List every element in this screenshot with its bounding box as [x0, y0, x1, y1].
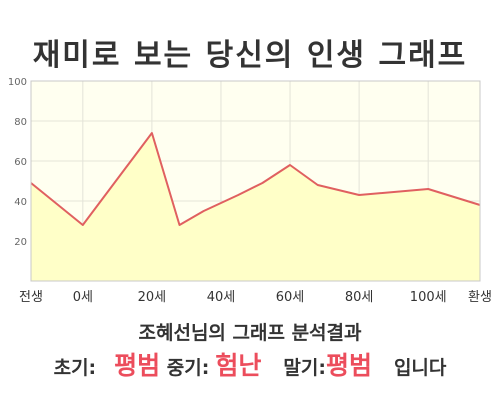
series-area [31, 133, 480, 281]
x-tick-label: 60세 [276, 290, 305, 305]
x-axis-labels: 전생 0세 20세 40세 60세 80세 100세 환생 [19, 290, 492, 305]
x-tick-label: 100세 [410, 290, 447, 305]
y-tick-label: 80 [14, 117, 27, 128]
x-tick-label: 80세 [345, 290, 374, 305]
y-axis-labels: 100 80 60 40 20 [8, 77, 27, 248]
early-label: 초기: [53, 357, 97, 379]
late-value: 평범 [325, 351, 372, 380]
y-tick-label: 100 [8, 77, 27, 88]
x-tick-label: 40세 [207, 290, 236, 305]
mid-value: 험난 [215, 351, 262, 380]
y-tick-label: 40 [14, 197, 27, 208]
mid-label: 중기: [166, 357, 210, 379]
x-tick-label: 20세 [138, 290, 167, 305]
x-tick-label: 환생 [468, 290, 492, 305]
series-layer [30, 132, 481, 281]
page-title: 재미로 보는 당신의 인생 그래프 [32, 38, 468, 73]
x-tick-label: 전생 [19, 290, 43, 305]
late-label: 말기: [283, 357, 326, 379]
x-tick-label: 0세 [73, 290, 93, 305]
plot-border [30, 80, 481, 282]
y-tick-label: 60 [14, 157, 27, 168]
early-value: 평범 [114, 351, 161, 380]
series-line [30, 132, 481, 226]
result-title: 조혜선님의 그래프 분석결과 [138, 322, 362, 344]
y-tick-label: 20 [14, 237, 27, 248]
result-summary: 초기: 평범 중기: 험난 말기:평범 입니다 [0, 346, 500, 382]
ending-text: 입니다 [393, 357, 447, 379]
